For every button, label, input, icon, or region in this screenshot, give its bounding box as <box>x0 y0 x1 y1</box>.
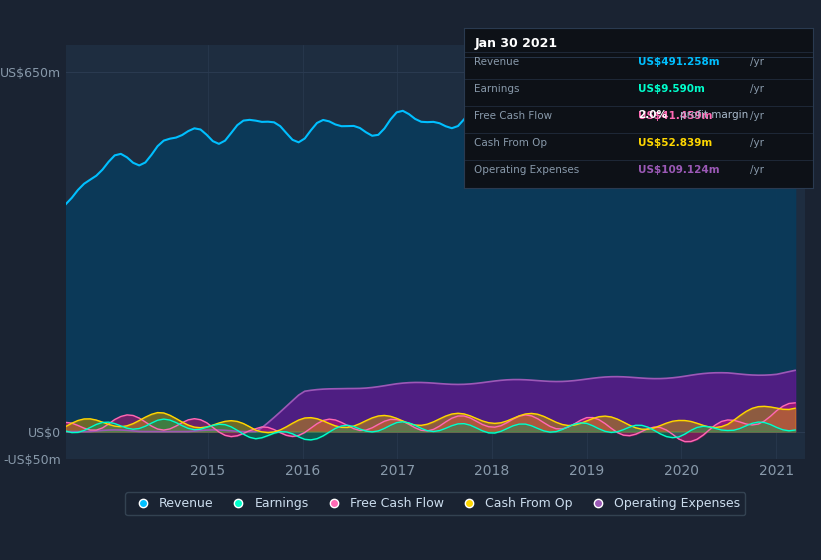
Text: /yr: /yr <box>750 57 764 67</box>
Text: Revenue: Revenue <box>475 57 520 67</box>
Text: /yr: /yr <box>750 111 764 121</box>
Text: profit margin: profit margin <box>680 110 749 120</box>
Text: /yr: /yr <box>750 165 764 175</box>
Text: US$109.124m: US$109.124m <box>639 165 720 175</box>
Text: 2.0%: 2.0% <box>639 110 667 120</box>
Text: /yr: /yr <box>750 138 764 148</box>
Text: US$9.590m: US$9.590m <box>639 83 705 94</box>
Text: US$491.258m: US$491.258m <box>639 57 720 67</box>
Legend: Revenue, Earnings, Free Cash Flow, Cash From Op, Operating Expenses: Revenue, Earnings, Free Cash Flow, Cash … <box>125 492 745 515</box>
Text: Operating Expenses: Operating Expenses <box>475 165 580 175</box>
Text: Earnings: Earnings <box>475 83 520 94</box>
Text: Jan 30 2021: Jan 30 2021 <box>475 38 557 50</box>
Text: US$41.459m: US$41.459m <box>639 111 713 121</box>
Text: Cash From Op: Cash From Op <box>475 138 548 148</box>
Text: Free Cash Flow: Free Cash Flow <box>475 111 553 121</box>
Text: /yr: /yr <box>750 83 764 94</box>
Text: US$52.839m: US$52.839m <box>639 138 713 148</box>
